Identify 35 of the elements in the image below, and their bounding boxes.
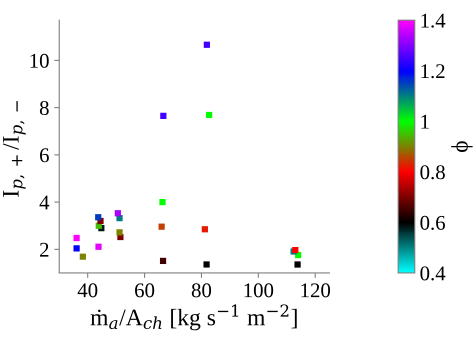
point [160, 112, 166, 119]
point [116, 229, 123, 236]
color-bar-label: 1.4 [421, 14, 446, 28]
point [159, 199, 166, 206]
point [95, 214, 102, 220]
point [203, 261, 210, 268]
color-bar-title: ϕ [451, 141, 473, 152]
x-tick-label: 60 [135, 283, 154, 298]
point [206, 112, 212, 118]
point [73, 234, 80, 242]
x-tick-label: 80 [192, 283, 212, 298]
x-tick-label: 120 [301, 283, 330, 298]
y-axis-title: I$_{p,+}$/I$_{p,−}$ [3, 101, 26, 197]
point [80, 254, 86, 260]
x-tick-label: 40 [78, 283, 98, 298]
color-bar-label: 1.2 [421, 64, 445, 78]
point [160, 258, 166, 264]
point [114, 210, 121, 216]
y-tick-label: 8 [40, 100, 49, 116]
y-tick-label: 2 [40, 242, 48, 257]
x-tick-label: 100 [244, 283, 274, 298]
point [202, 226, 208, 232]
color-bar-label: 1 [421, 114, 429, 129]
y-tick-label: 10 [30, 54, 49, 68]
point [158, 224, 165, 230]
text: ṁ$_{a}$/A$_{ch}$ [kg s$^{−1}$ m$^{−2}$] [90, 304, 297, 330]
color-bar-label: 0.4 [420, 266, 446, 280]
point [73, 245, 80, 252]
point [204, 42, 210, 48]
y-tick-label: 4 [40, 196, 50, 210]
color-bar-label: 0.8 [420, 165, 445, 180]
point [294, 261, 301, 268]
y-tick-label: 6 [40, 148, 49, 162]
color-bar-label: 0.6 [420, 216, 446, 230]
point [95, 244, 102, 250]
